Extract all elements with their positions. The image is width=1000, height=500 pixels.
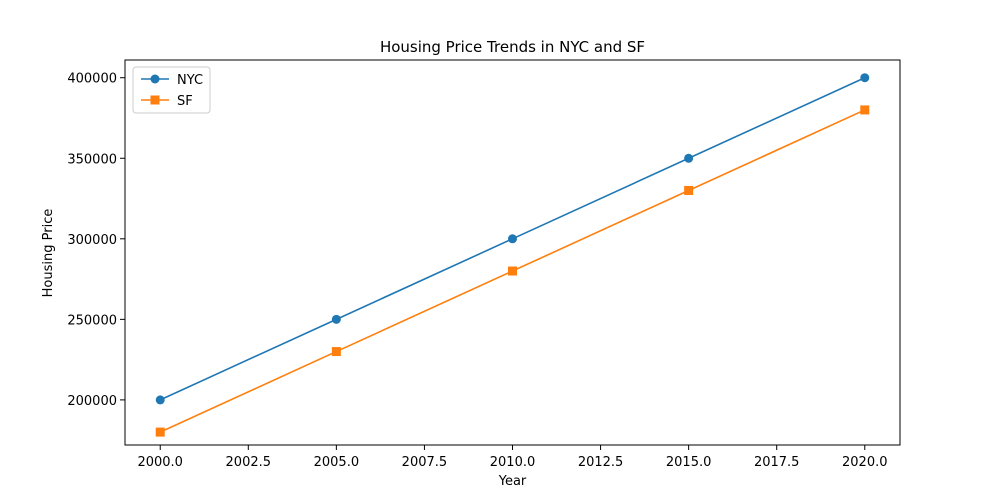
data-point-sf — [860, 105, 870, 115]
data-point-sf — [508, 266, 517, 276]
plot-frame — [124, 59, 901, 446]
x-tick-label: 2012.5 — [578, 455, 624, 470]
x-tick-label: 2015.0 — [666, 455, 712, 470]
y-tick-label: 300000 — [67, 233, 117, 248]
y-tick-label: 200000 — [67, 394, 117, 409]
data-point-sf — [684, 185, 694, 195]
data-point-nyc — [155, 395, 165, 405]
x-tick-label: 2002.5 — [226, 455, 272, 470]
data-point-nyc — [684, 153, 694, 163]
legend-marker-sf — [150, 95, 160, 105]
data-point-nyc — [508, 234, 517, 244]
legend-label-sf: SF — [177, 94, 193, 109]
chart-title: Housing Price Trends in NYC and SF — [380, 38, 645, 56]
y-tick-label: 350000 — [67, 152, 117, 167]
x-tick-label: 2005.0 — [314, 455, 360, 470]
x-tick-label: 2020.0 — [842, 455, 888, 470]
legend-label-nyc: NYC — [177, 73, 203, 88]
y-tick-label: 250000 — [67, 313, 117, 328]
x-tick-label: 2007.5 — [402, 455, 448, 470]
x-tick-label: 2017.5 — [754, 455, 800, 470]
y-tick-label: 400000 — [67, 72, 117, 87]
data-point-nyc — [331, 314, 341, 324]
y-axis-label: Housing Price — [41, 209, 56, 298]
data-point-sf — [331, 347, 341, 357]
x-tick-label: 2000.0 — [137, 455, 183, 470]
data-point-nyc — [860, 73, 870, 83]
x-tick-label: 2010.0 — [490, 455, 536, 470]
x-axis-label: Year — [498, 474, 527, 489]
plot-area: 2000.0 2002.5 2005.0 2007.5 2010.0 2012.5 2015… — [67, 59, 901, 470]
legend-marker-nyc — [150, 74, 160, 84]
data-point-sf — [155, 427, 165, 437]
